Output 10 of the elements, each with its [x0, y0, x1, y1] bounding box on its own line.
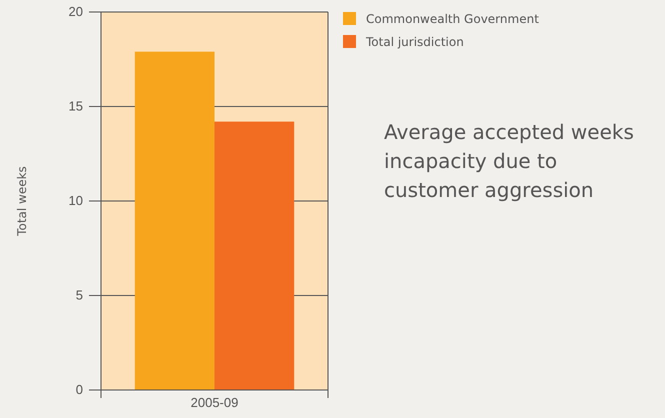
legend-label: Total jurisdiction	[365, 35, 464, 49]
y-tick-label: 20	[68, 4, 83, 20]
text: Average accepted weeks incapacity due to customer aggression	[384, 120, 634, 202]
y-tick-label: 15	[68, 98, 83, 114]
y-axis-title: Total weeks	[15, 166, 29, 237]
x-tick-label: 2005-09	[190, 395, 238, 410]
y-tick-label: 5	[76, 288, 83, 303]
legend-label: Commonwealth Government	[366, 12, 540, 26]
y-tick-label: 0	[76, 382, 83, 398]
y-tick-label: 10	[68, 193, 83, 208]
